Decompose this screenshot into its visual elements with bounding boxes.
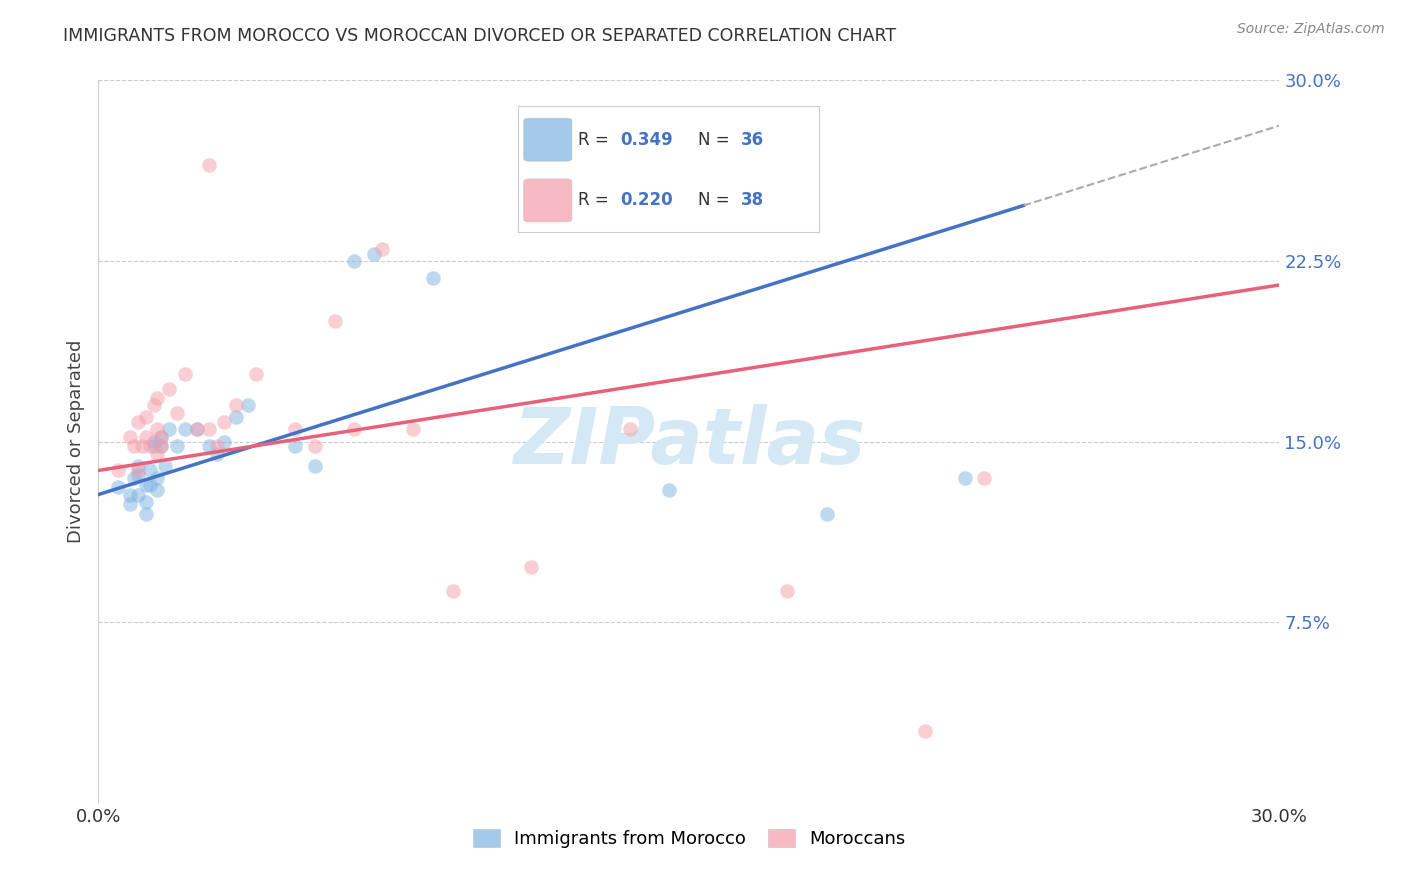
Point [815,507,838,521]
Point [973,470,995,484]
Point [214,434,236,449]
Point [205,446,228,460]
Point [118,487,141,501]
Point [284,422,307,436]
Point [122,439,145,453]
Point [174,367,197,381]
Point [127,487,149,501]
Point [914,723,936,738]
Y-axis label: Divorced or Separated: Divorced or Separated [66,340,84,543]
Point [560,218,582,232]
Point [225,398,247,412]
Point [127,415,149,429]
Point [146,470,169,484]
Point [142,439,165,453]
Point [135,507,157,521]
Point [135,478,157,492]
Point [304,439,326,453]
Point [150,439,173,453]
Point [146,422,169,436]
Point [135,430,157,444]
Point [135,494,157,508]
Point [157,422,180,436]
Point [371,242,394,256]
Point [236,398,259,412]
Text: IMMIGRANTS FROM MOROCCO VS MOROCCAN DIVORCED OR SEPARATED CORRELATION CHART: IMMIGRANTS FROM MOROCCO VS MOROCCAN DIVO… [63,27,897,45]
Point [214,415,236,429]
Text: Source: ZipAtlas.com: Source: ZipAtlas.com [1237,22,1385,37]
Point [150,439,173,453]
Text: ZIPatlas: ZIPatlas [513,403,865,480]
Point [658,483,681,497]
Point [135,410,157,425]
Point [953,470,976,484]
Point [520,559,543,574]
Point [146,483,169,497]
Point [142,398,165,412]
Point [304,458,326,473]
Point [155,458,177,473]
Point [131,439,153,453]
Point [138,439,160,453]
Point [122,470,145,484]
Point [197,439,219,453]
Point [197,157,219,171]
Point [284,439,307,453]
Point [150,430,173,444]
Point [245,367,267,381]
Point [107,463,129,477]
Point [142,434,165,449]
Point [619,422,641,436]
Point [127,463,149,477]
Point [127,458,149,473]
Point [150,430,173,444]
Point [343,253,366,268]
Point [186,422,208,436]
Point [107,480,129,494]
Point [186,422,208,436]
Point [422,270,444,285]
Point [323,314,346,328]
Point [776,583,799,598]
Point [174,422,197,436]
Point [402,422,425,436]
Point [138,463,160,477]
Point [118,497,141,511]
Point [138,478,160,492]
Point [127,468,149,483]
Point [363,246,385,260]
Legend: Immigrants from Morocco, Moroccans: Immigrants from Morocco, Moroccans [465,822,912,855]
Point [441,583,464,598]
Point [157,382,180,396]
Point [166,406,188,420]
Point [118,430,141,444]
Point [197,422,219,436]
Point [343,422,366,436]
Point [146,391,169,405]
Point [146,446,169,460]
Point [225,410,247,425]
Point [166,439,188,453]
Point [205,439,228,453]
